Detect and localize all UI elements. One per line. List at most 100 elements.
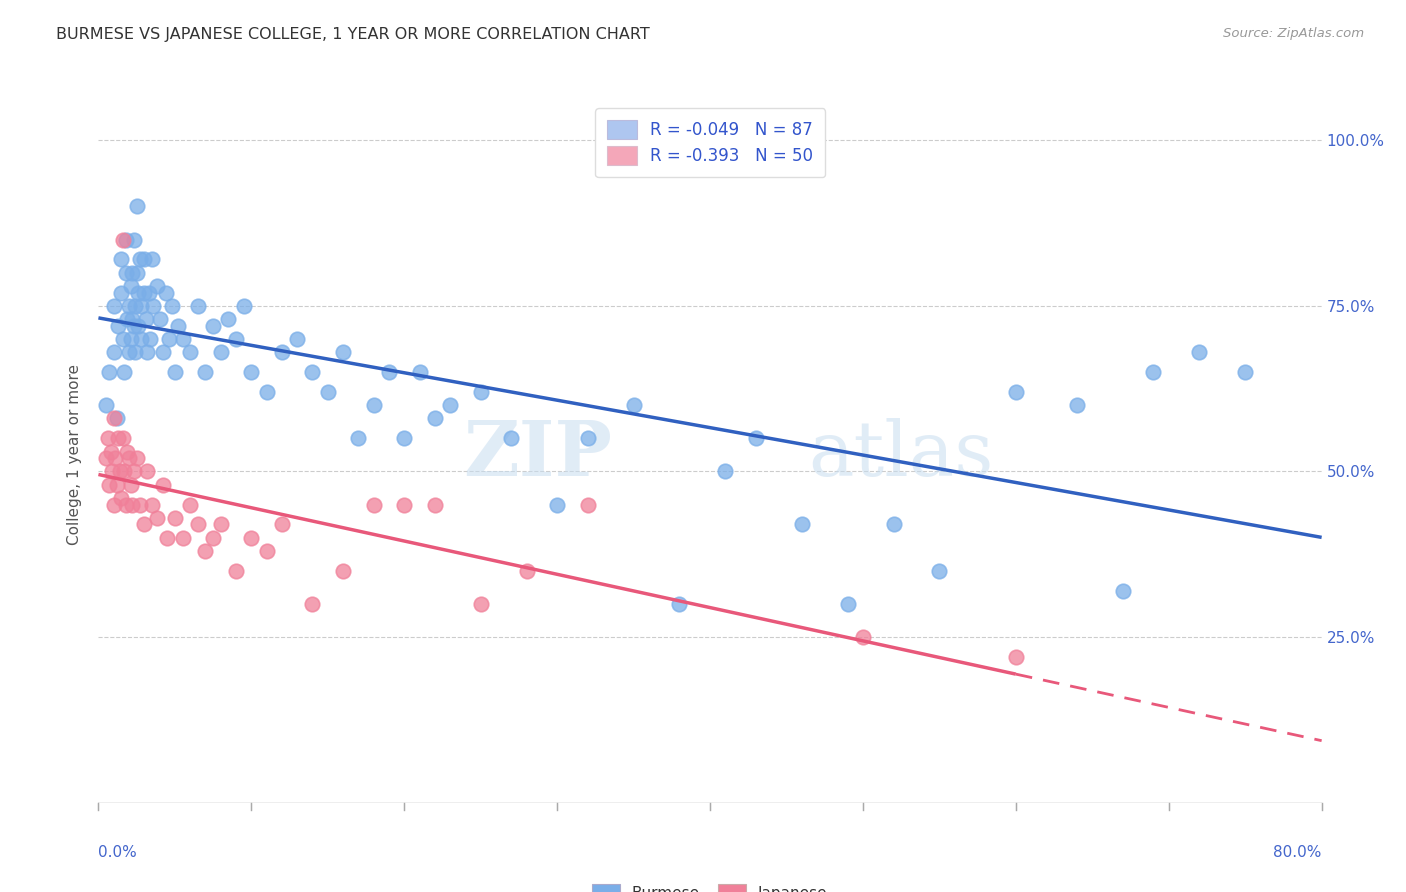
- Point: [157, 332, 180, 346]
- Point: [301, 597, 323, 611]
- Point: [501, 431, 523, 445]
- Point: [134, 285, 156, 300]
- Point: [103, 411, 125, 425]
- Point: [256, 384, 278, 399]
- Point: [470, 597, 492, 611]
- Point: [125, 199, 148, 213]
- Point: [118, 345, 141, 359]
- Point: [1234, 365, 1257, 379]
- Point: [142, 299, 165, 313]
- Point: [546, 498, 568, 512]
- Point: [270, 345, 292, 359]
- Point: [97, 431, 120, 445]
- Point: [111, 233, 134, 247]
- Point: [439, 398, 461, 412]
- Point: [120, 332, 142, 346]
- Point: [112, 365, 135, 379]
- Point: [225, 332, 247, 346]
- Point: [179, 498, 201, 512]
- Text: 0.0%: 0.0%: [98, 845, 138, 860]
- Point: [136, 465, 159, 479]
- Point: [1142, 365, 1164, 379]
- Point: [134, 252, 156, 267]
- Text: Source: ZipAtlas.com: Source: ZipAtlas.com: [1223, 27, 1364, 40]
- Point: [98, 477, 121, 491]
- Text: 80.0%: 80.0%: [1274, 845, 1322, 860]
- Point: [124, 345, 146, 359]
- Point: [103, 299, 125, 313]
- Point: [115, 266, 138, 280]
- Point: [163, 365, 186, 379]
- Point: [408, 365, 430, 379]
- Point: [118, 299, 141, 313]
- Point: [576, 431, 599, 445]
- Point: [139, 332, 162, 346]
- Point: [156, 531, 179, 545]
- Point: [392, 431, 416, 445]
- Point: [98, 365, 121, 379]
- Point: [194, 544, 217, 558]
- Text: BURMESE VS JAPANESE COLLEGE, 1 YEAR OR MORE CORRELATION CHART: BURMESE VS JAPANESE COLLEGE, 1 YEAR OR M…: [56, 27, 650, 42]
- Point: [128, 252, 150, 267]
- Y-axis label: College, 1 year or more: College, 1 year or more: [67, 365, 83, 545]
- Point: [167, 318, 190, 333]
- Point: [121, 312, 143, 326]
- Point: [125, 266, 148, 280]
- Point: [145, 511, 167, 525]
- Point: [332, 564, 354, 578]
- Legend: Burmese, Japanese: Burmese, Japanese: [582, 873, 838, 892]
- Point: [124, 299, 146, 313]
- Point: [209, 517, 232, 532]
- Text: atlas: atlas: [808, 418, 993, 491]
- Point: [122, 318, 145, 333]
- Point: [240, 531, 263, 545]
- Point: [94, 398, 117, 412]
- Point: [152, 477, 174, 491]
- Point: [107, 431, 129, 445]
- Point: [240, 365, 263, 379]
- Point: [209, 345, 232, 359]
- Point: [127, 318, 149, 333]
- Point: [103, 345, 125, 359]
- Point: [122, 465, 145, 479]
- Point: [363, 498, 385, 512]
- Point: [129, 299, 152, 313]
- Point: [155, 285, 177, 300]
- Point: [115, 498, 138, 512]
- Point: [103, 498, 125, 512]
- Point: [202, 318, 225, 333]
- Point: [623, 398, 645, 412]
- Point: [332, 345, 354, 359]
- Point: [105, 477, 128, 491]
- Point: [129, 332, 152, 346]
- Point: [363, 398, 385, 412]
- Point: [100, 444, 122, 458]
- Point: [1066, 398, 1088, 412]
- Point: [378, 365, 401, 379]
- Point: [423, 411, 446, 425]
- Point: [316, 384, 339, 399]
- Point: [347, 431, 370, 445]
- Point: [187, 299, 209, 313]
- Point: [202, 531, 225, 545]
- Point: [714, 465, 737, 479]
- Point: [149, 312, 172, 326]
- Point: [516, 564, 538, 578]
- Point: [121, 498, 143, 512]
- Point: [120, 279, 142, 293]
- Point: [141, 498, 163, 512]
- Point: [145, 279, 167, 293]
- Point: [110, 491, 132, 505]
- Point: [138, 285, 160, 300]
- Point: [105, 411, 128, 425]
- Point: [110, 252, 132, 267]
- Point: [256, 544, 278, 558]
- Point: [125, 451, 148, 466]
- Point: [179, 345, 201, 359]
- Point: [128, 498, 150, 512]
- Point: [108, 465, 131, 479]
- Point: [127, 285, 149, 300]
- Point: [111, 332, 134, 346]
- Point: [576, 498, 599, 512]
- Point: [118, 451, 141, 466]
